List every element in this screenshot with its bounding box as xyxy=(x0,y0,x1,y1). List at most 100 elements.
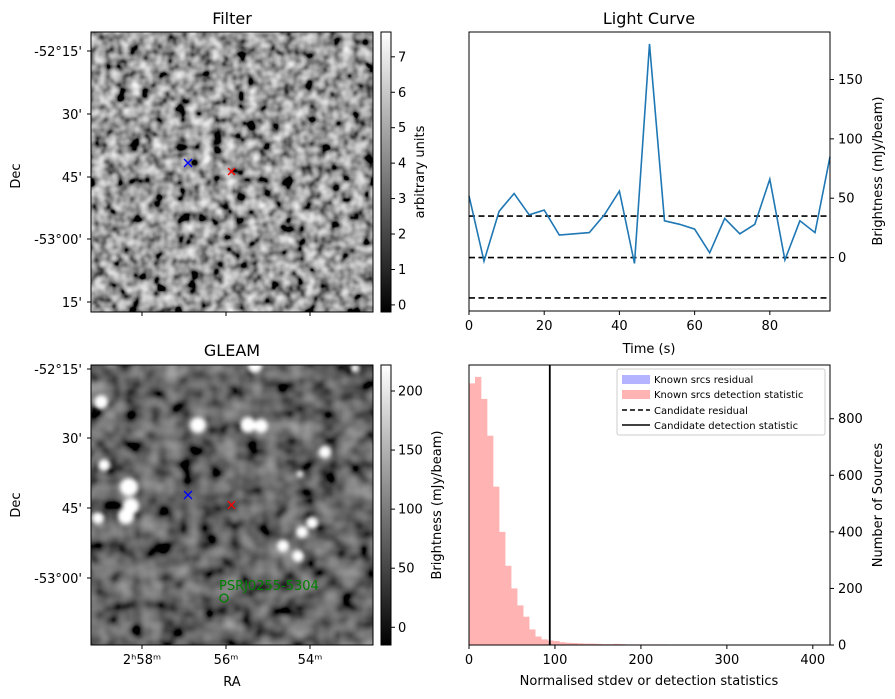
lightcurve-xtick-label: 0 xyxy=(465,319,473,334)
filter-colorbar-ticks: 0 1 2 3 4 5 6 7 xyxy=(391,50,406,313)
filter-red-marker xyxy=(227,167,236,176)
lightcurve-xtick-label: 80 xyxy=(762,319,779,334)
gleam-source xyxy=(190,417,206,433)
gleam-red-marker xyxy=(227,500,236,510)
gleam-colorbar-tick-label: 200 xyxy=(398,384,423,399)
filter-ytick-label: 30' xyxy=(62,108,82,123)
gleam-source xyxy=(296,526,308,538)
gleam-source xyxy=(306,517,318,529)
gleam-xlabel: RA xyxy=(223,675,241,690)
gleam-colorbar xyxy=(380,364,392,646)
filter-colorbar-tick-label: 7 xyxy=(398,50,406,65)
filter-ra-ticks xyxy=(141,312,311,316)
gleam-source xyxy=(98,459,110,471)
histogram-bar xyxy=(565,642,572,645)
lightcurve-ytick-label: 0 xyxy=(838,251,846,266)
gleam-dec-ticks xyxy=(87,368,91,579)
gleam-colorbar-tick-label: 0 xyxy=(398,621,406,636)
gleam-source xyxy=(92,512,104,524)
filter-title: Filter xyxy=(212,9,252,28)
legend-label: Candidate residual xyxy=(654,406,748,417)
filter-panel: Filter -52°15' 30' 45' -53°00' 15' xyxy=(9,9,428,316)
histogram-bar xyxy=(517,605,524,645)
legend-label: Known srcs residual xyxy=(654,375,753,386)
histogram-bar xyxy=(559,642,566,645)
lightcurve-xtick-label: 20 xyxy=(536,319,553,334)
histogram-bar xyxy=(541,639,548,645)
histogram-bar xyxy=(613,643,620,645)
filter-colorbar-tick-label: 5 xyxy=(398,121,406,136)
lightcurve-ytick-label: 150 xyxy=(838,73,863,88)
gleam-source xyxy=(297,471,303,477)
legend-swatch-residual xyxy=(622,375,650,384)
legend-box xyxy=(616,368,826,436)
histogram-bar xyxy=(577,643,584,645)
filter-colorbar-tick-label: 3 xyxy=(398,192,406,207)
gleam-source xyxy=(277,540,289,552)
histogram-bar xyxy=(571,643,578,645)
lightcurve-ytick-label: 100 xyxy=(838,132,863,147)
histogram-ytick-label: 400 xyxy=(838,525,863,540)
lightcurve-ytick-label: 50 xyxy=(838,192,855,207)
histogram-xtick-label: 200 xyxy=(628,653,653,668)
pulsar-label: PSRJ0255-5304 xyxy=(219,579,319,594)
histogram-bar xyxy=(475,376,482,645)
histogram-ytick-label: 0 xyxy=(838,639,846,654)
histogram-frame xyxy=(468,364,831,646)
histogram-bar xyxy=(589,643,596,645)
pulsar-marker xyxy=(219,593,229,603)
histogram-xticks: 0 100 200 300 400 xyxy=(465,645,825,668)
filter-ylabel: Dec xyxy=(9,163,24,188)
lightcurve-frame xyxy=(468,31,831,312)
filter-markers xyxy=(183,158,236,176)
gleam-source xyxy=(319,446,331,458)
gleam-source xyxy=(240,417,256,433)
gleam-colorbar-ticks: 0 50 100 150 200 xyxy=(391,384,423,636)
histogram-bar xyxy=(535,636,542,645)
gleam-source xyxy=(351,365,359,372)
legend-swatch-detection xyxy=(622,390,650,399)
gleam-panel: GLEAM xyxy=(9,341,445,690)
gleam-source xyxy=(292,550,304,562)
histogram-bar xyxy=(553,641,560,645)
histogram-bar xyxy=(481,398,488,645)
histogram-xtick-label: 300 xyxy=(714,653,739,668)
filter-dec-ticks xyxy=(87,50,91,303)
lightcurve-threshold-lines xyxy=(469,215,830,299)
lightcurve-xtick-label: 40 xyxy=(611,319,628,334)
gleam-colorbar-label: Brightness (mJy/beam) xyxy=(430,431,445,580)
histogram-legend: Known srcs residual Known srcs detection… xyxy=(616,368,826,436)
gleam-ytick-label: 30' xyxy=(62,432,82,447)
histogram-bar xyxy=(505,565,512,645)
histogram-bar xyxy=(523,616,530,645)
gleam-xtick-label: 2ʰ58ᵐ xyxy=(123,653,161,668)
gleam-ytick-label: -53°00' xyxy=(34,572,82,587)
gleam-ylabel: Dec xyxy=(9,492,24,517)
histogram-ytick-label: 800 xyxy=(838,412,863,427)
filter-frame xyxy=(90,31,374,313)
gleam-xtick-label: 54ᵐ xyxy=(298,653,323,668)
lightcurve-panel: Light Curve 0 20 40 60 80 0 50 100 150 Time (s)… xyxy=(465,9,886,357)
filter-ytick-label: 45' xyxy=(62,171,82,186)
gleam-blue-marker xyxy=(183,490,193,500)
filter-ytick-label: 15' xyxy=(62,296,82,311)
filter-ytick-label: -53°00' xyxy=(34,233,82,248)
histogram-yticks: 0 200 400 600 800 xyxy=(830,412,863,654)
histogram-xtick-label: 0 xyxy=(465,653,473,668)
filter-colorbar-tick-label: 2 xyxy=(398,228,406,243)
gleam-colorbar-tick-label: 100 xyxy=(398,503,423,518)
lightcurve-title: Light Curve xyxy=(603,9,695,28)
gleam-ytick-label: 45' xyxy=(62,502,82,517)
gleam-xtick-label: 56ᵐ xyxy=(214,653,239,668)
histogram-ylabel: Number of Sources xyxy=(871,443,886,568)
gleam-source xyxy=(118,508,134,524)
gleam-ra-ticks xyxy=(141,645,311,649)
lightcurve-xlabel: Time (s) xyxy=(622,342,676,357)
histogram-xtick-label: 400 xyxy=(800,653,825,668)
legend-label: Known srcs detection statistic xyxy=(654,390,803,401)
histogram-bar xyxy=(469,383,476,645)
gleam-colorbar-tick-label: 150 xyxy=(398,444,423,459)
histogram-bar xyxy=(583,643,590,645)
lightcurve-ylabel: Brightness (mJy/beam) xyxy=(871,97,886,246)
